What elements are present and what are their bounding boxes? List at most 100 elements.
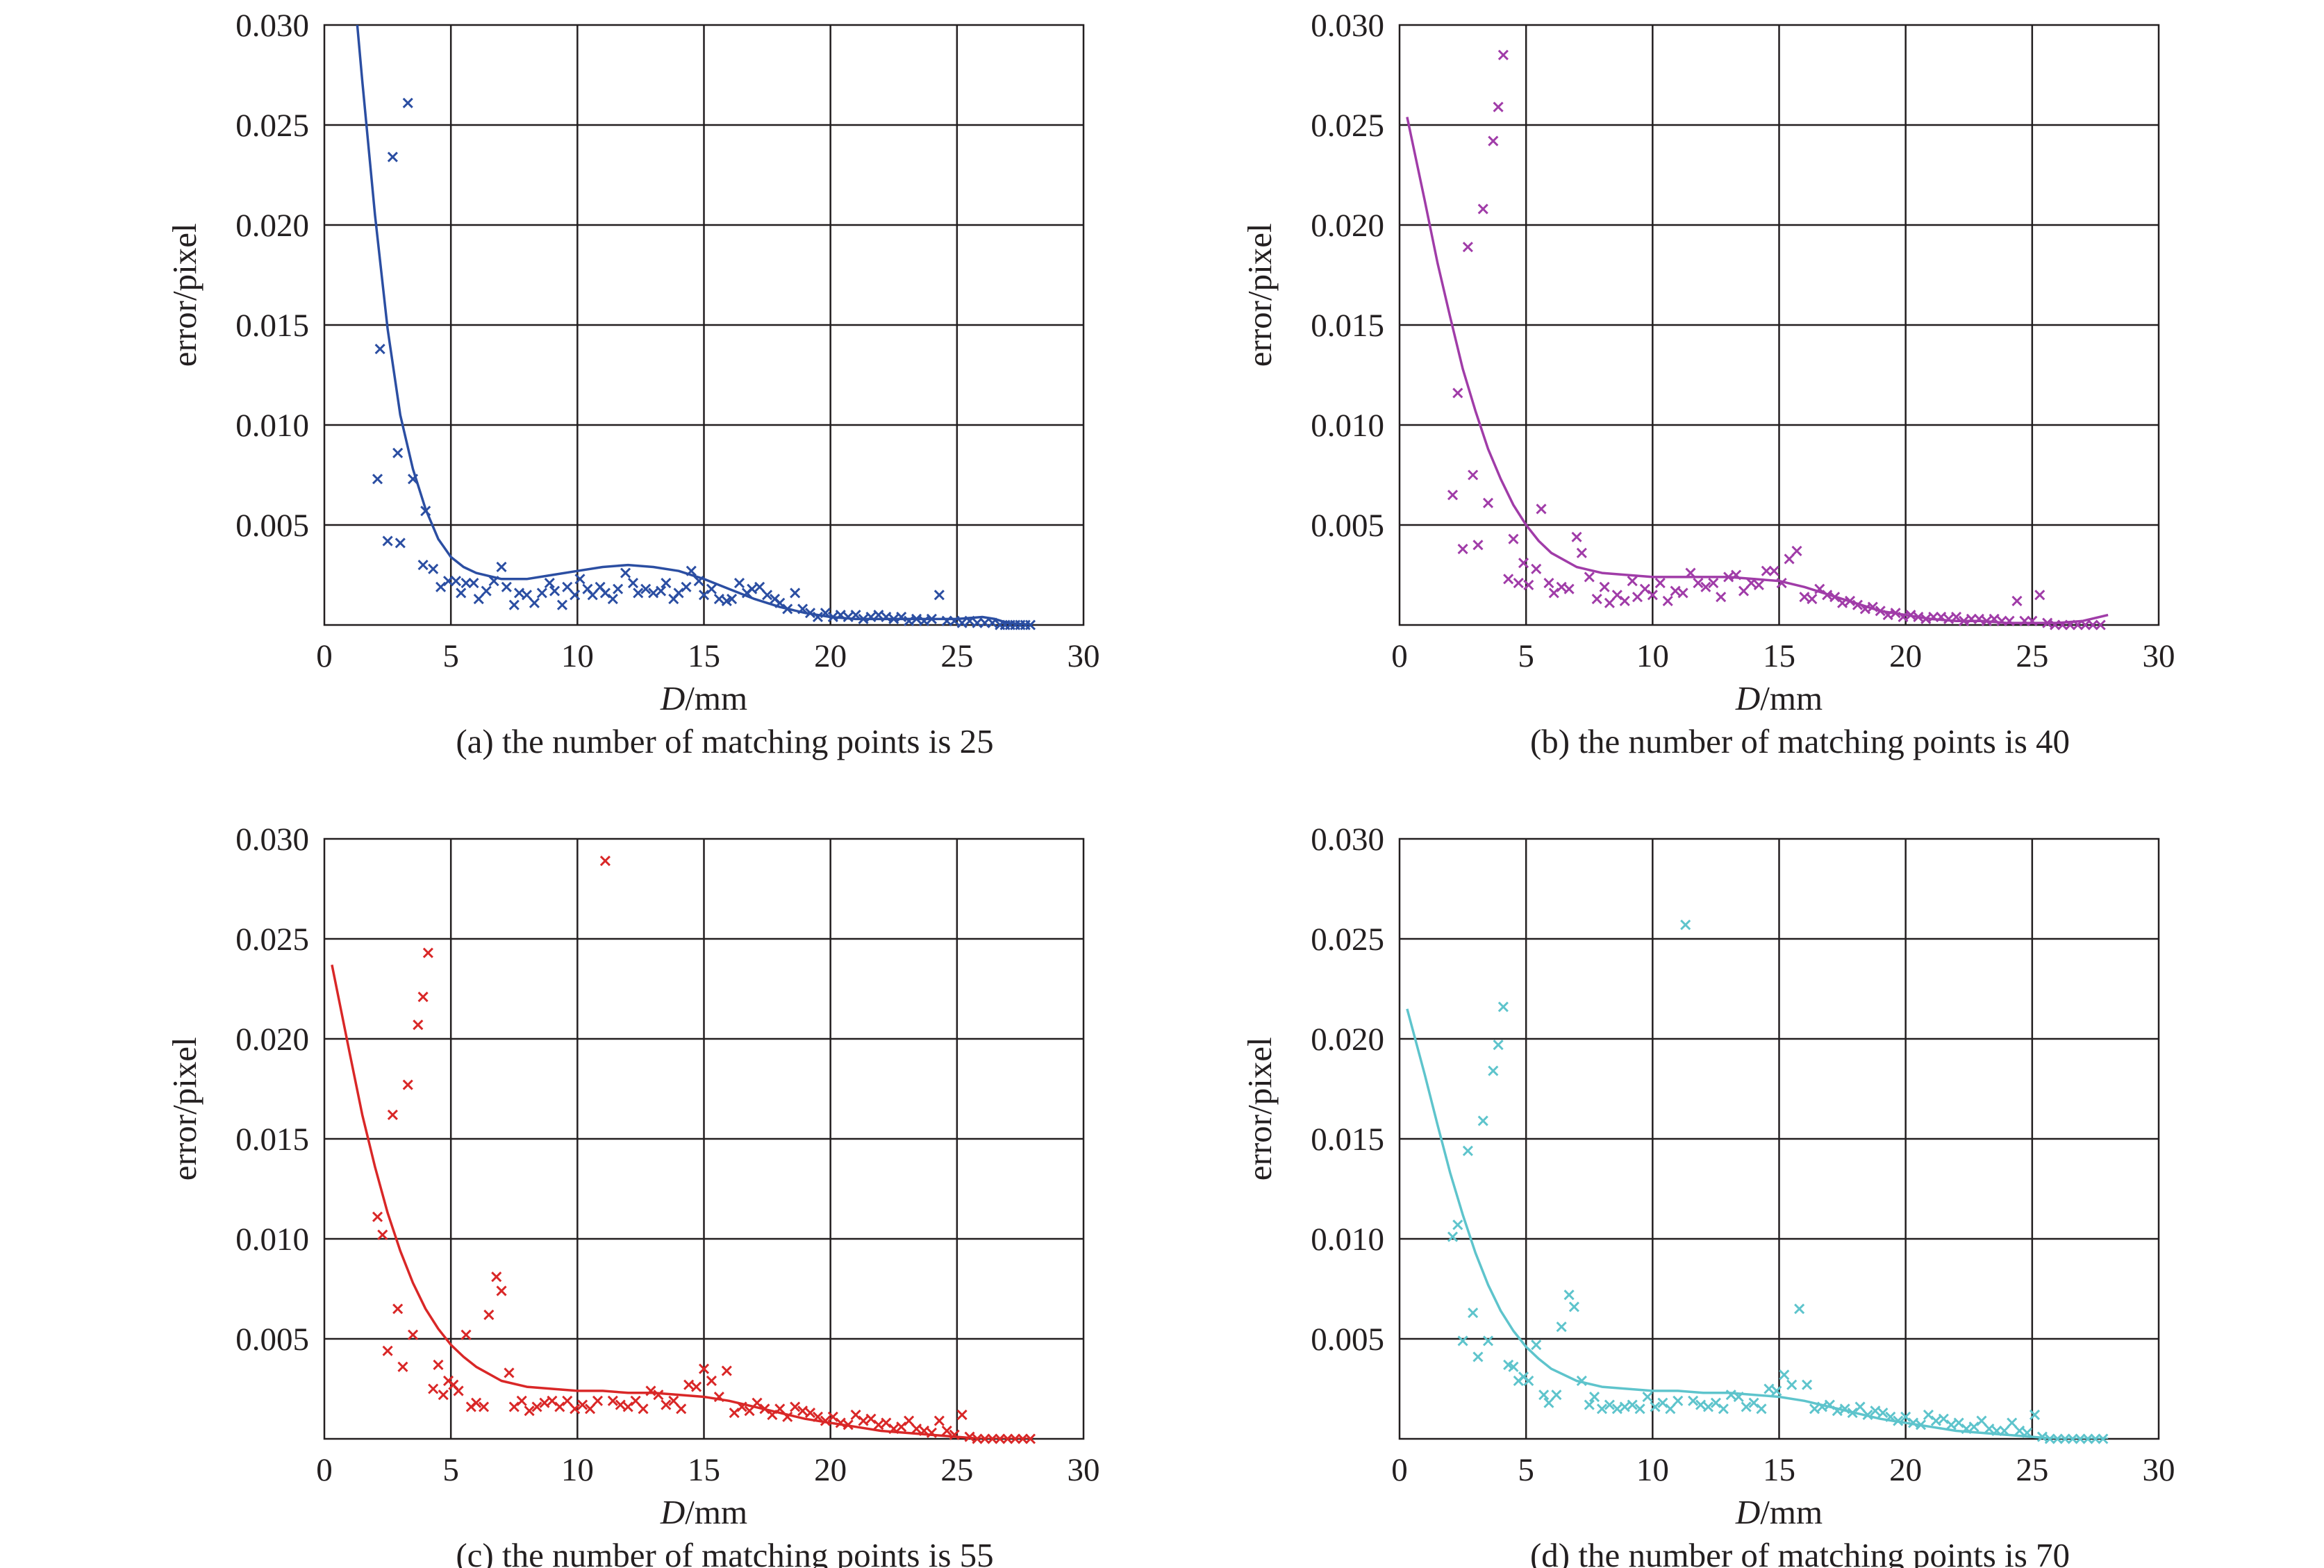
data-point-marker bbox=[1604, 597, 1615, 608]
y-tick-label: 0.005 bbox=[235, 508, 309, 544]
data-point-marker bbox=[417, 560, 429, 571]
data-point-marker bbox=[979, 1433, 990, 1444]
data-point-marker bbox=[513, 587, 525, 599]
data-point-marker bbox=[653, 1390, 664, 1401]
data-point-marker bbox=[627, 577, 639, 589]
y-tick-label: 0.005 bbox=[1311, 1321, 1384, 1358]
data-point-marker bbox=[1814, 583, 1825, 594]
data-point-marker bbox=[496, 1285, 507, 1296]
data-point-marker bbox=[1627, 576, 1638, 587]
x-axis-label-variable: D bbox=[660, 679, 685, 717]
data-point-marker bbox=[1604, 1399, 1615, 1410]
chart-panel-d: 0 5 10 15 20 25 30 0.005 0.010 0.015 0.020 0.025 0.0… bbox=[1240, 821, 2175, 1568]
data-point-marker bbox=[754, 581, 765, 592]
data-point-marker bbox=[2067, 1433, 2078, 1444]
data-point-marker bbox=[1981, 615, 1992, 626]
data-point-marker bbox=[1017, 1433, 1029, 1444]
data-point-marker bbox=[1611, 590, 1622, 601]
data-point-marker bbox=[752, 1397, 763, 1408]
data-point-marker bbox=[1870, 1406, 1881, 1417]
data-point-marker bbox=[1596, 1403, 1608, 1415]
data-point-marker bbox=[736, 1401, 747, 1412]
data-point-marker bbox=[613, 583, 624, 594]
data-point-marker bbox=[888, 613, 899, 624]
data-point-marker bbox=[382, 1345, 393, 1356]
data-point-marker bbox=[918, 615, 930, 626]
y-axis-label: error/pixel bbox=[165, 1037, 204, 1181]
data-point-marker bbox=[1523, 579, 1534, 590]
data-point-marker bbox=[1662, 595, 1673, 607]
y-axis-label: error/pixel bbox=[165, 223, 204, 367]
data-point-marker bbox=[1695, 1399, 1707, 1410]
data-point-marker bbox=[1650, 1401, 1661, 1412]
data-point-marker bbox=[1829, 592, 1841, 603]
data-point-marker bbox=[681, 581, 692, 592]
data-point-marker bbox=[729, 1407, 740, 1419]
data-point-marker bbox=[1875, 606, 1886, 617]
data-point-marker bbox=[1824, 1399, 1835, 1410]
data-point-marker bbox=[1718, 1403, 1729, 1415]
x-axis-label: D/mm bbox=[660, 679, 747, 717]
data-point-marker bbox=[1576, 1375, 1587, 1387]
data-point-marker bbox=[2082, 1433, 2093, 1444]
y-tick-label: 0.030 bbox=[235, 8, 309, 44]
data-point-marker bbox=[767, 1409, 778, 1421]
data-point-marker bbox=[2004, 615, 2015, 626]
data-point-marker bbox=[1898, 611, 1909, 623]
data-point-marker bbox=[1832, 1406, 1843, 1417]
x-axis-label: D/mm bbox=[1735, 679, 1823, 717]
fit-curve bbox=[331, 965, 1034, 1439]
x-axis-label: D/mm bbox=[660, 1493, 747, 1531]
data-point-marker bbox=[1802, 1379, 1813, 1390]
data-point-marker bbox=[1862, 1409, 1873, 1421]
data-point-marker bbox=[544, 577, 555, 589]
data-point-marker bbox=[1786, 1379, 1798, 1390]
data-point-marker bbox=[633, 587, 644, 599]
data-point-marker bbox=[1457, 543, 1468, 555]
data-point-marker bbox=[407, 474, 419, 485]
data-point-marker bbox=[1763, 1383, 1775, 1394]
data-point-marker bbox=[620, 567, 631, 578]
data-point-marker bbox=[1877, 1407, 1889, 1419]
data-point-marker bbox=[2080, 619, 2091, 631]
x-tick-label: 0 bbox=[1391, 638, 1408, 674]
data-point-marker bbox=[1538, 1390, 1550, 1401]
data-point-marker bbox=[377, 1229, 388, 1240]
data-point-marker bbox=[508, 599, 520, 610]
data-point-marker bbox=[1936, 611, 1947, 623]
data-point-marker bbox=[592, 1395, 604, 1406]
data-point-marker bbox=[676, 1403, 687, 1415]
data-point-marker bbox=[524, 1406, 535, 1417]
x-tick-label: 20 bbox=[1889, 1452, 1922, 1488]
x-tick-label: 5 bbox=[1518, 1452, 1534, 1488]
data-point-marker bbox=[1702, 1401, 1714, 1412]
data-point-marker bbox=[1556, 581, 1567, 592]
data-point-marker bbox=[1688, 1395, 1699, 1406]
y-tick-label: 0.015 bbox=[235, 1121, 309, 1158]
data-point-marker bbox=[812, 1411, 824, 1422]
data-point-marker bbox=[1024, 619, 1036, 631]
data-point-marker bbox=[392, 1303, 404, 1315]
data-point-marker bbox=[1673, 1395, 1684, 1406]
data-point-marker bbox=[1523, 1375, 1534, 1387]
data-point-marker bbox=[1563, 1290, 1575, 1301]
x-tick-label: 10 bbox=[1636, 638, 1669, 674]
data-point-marker bbox=[774, 1403, 786, 1415]
data-point-marker bbox=[648, 587, 659, 599]
data-point-marker bbox=[1816, 1401, 1828, 1412]
data-point-marker bbox=[911, 613, 922, 624]
data-point-marker bbox=[881, 611, 892, 623]
data-point-marker bbox=[372, 474, 383, 485]
data-point-marker bbox=[1584, 572, 1595, 583]
data-point-marker bbox=[759, 1403, 770, 1415]
data-point-marker bbox=[797, 1406, 808, 1417]
data-point-marker bbox=[1761, 565, 1772, 576]
data-point-marker bbox=[1928, 611, 1939, 623]
data-point-marker bbox=[1591, 593, 1602, 605]
data-point-marker bbox=[491, 1271, 502, 1283]
data-point-marker bbox=[536, 587, 547, 599]
y-tick-label: 0.015 bbox=[1311, 1121, 1384, 1158]
data-point-marker bbox=[395, 537, 406, 549]
data-point-marker bbox=[1647, 590, 1658, 601]
